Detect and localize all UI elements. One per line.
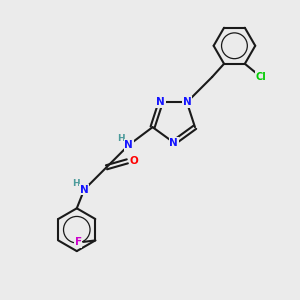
Text: N: N: [182, 97, 191, 107]
Text: H: H: [72, 178, 80, 188]
Text: N: N: [124, 140, 133, 150]
Text: Cl: Cl: [256, 72, 267, 82]
Text: N: N: [156, 97, 165, 107]
Text: O: O: [130, 156, 138, 166]
Text: N: N: [80, 184, 88, 195]
Text: F: F: [74, 237, 82, 247]
Text: H: H: [117, 134, 124, 143]
Text: N: N: [169, 138, 178, 148]
